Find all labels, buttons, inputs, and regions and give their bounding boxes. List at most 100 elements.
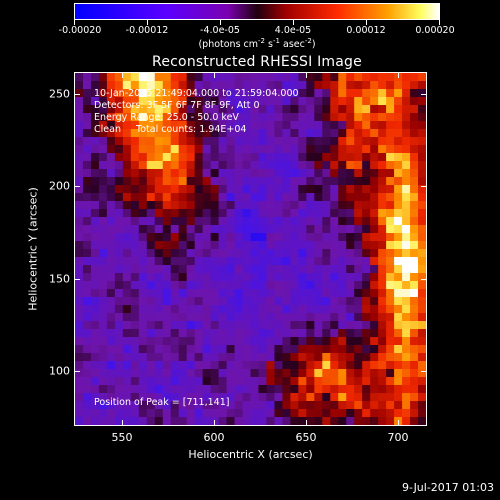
heatmap-cell: [378, 225, 387, 234]
heatmap-cell: [306, 97, 315, 106]
heatmap-cell: [114, 113, 124, 122]
heatmap-cell: [154, 97, 164, 106]
heatmap-cell: [418, 281, 426, 290]
heatmap-cell: [170, 209, 180, 218]
heatmap-cell: [402, 81, 411, 90]
heatmap-cell: [330, 169, 339, 178]
heatmap-cell: [362, 337, 371, 346]
heatmap-cell: [194, 257, 204, 266]
heatmap-cell: [394, 257, 403, 266]
heatmap-cell: [370, 297, 379, 306]
heatmap-cell: [394, 161, 403, 170]
heatmap-cell: [98, 321, 108, 330]
heatmap-cell: [410, 105, 419, 114]
heatmap-cell: [250, 273, 259, 282]
heatmap-cell: [378, 145, 387, 154]
heatmap-cell: [162, 137, 172, 146]
heatmap-cell: [410, 217, 419, 226]
heatmap-cell: [306, 257, 315, 266]
heatmap-cell: [154, 361, 164, 370]
x-tick-mark: [398, 72, 399, 78]
heatmap-cell: [418, 161, 426, 170]
heatmap-cell: [106, 313, 116, 322]
heatmap-cell: [322, 329, 331, 338]
heatmap-cell: [378, 241, 387, 250]
heatmap-cell: [162, 417, 172, 425]
heatmap-cell: [114, 121, 124, 130]
heatmap-cell: [258, 369, 267, 378]
heatmap-cell: [90, 113, 100, 122]
heatmap-cell: [354, 241, 363, 250]
heatmap-cell: [306, 353, 315, 362]
heatmap-cell: [314, 249, 323, 258]
heatmap-cell: [242, 161, 251, 170]
heatmap-cell: [354, 337, 363, 346]
heatmap-cell: [378, 337, 387, 346]
heatmap-cell: [210, 177, 220, 186]
heatmap-cell: [370, 97, 379, 106]
heatmap-cell: [290, 193, 299, 202]
heatmap-cell: [90, 353, 100, 362]
heatmap-cell: [114, 89, 124, 98]
heatmap-cell: [298, 321, 307, 330]
heatmap-cell: [322, 233, 331, 242]
heatmap-cell: [98, 281, 108, 290]
heatmap-cell: [234, 73, 244, 82]
heatmap-cell: [194, 153, 204, 162]
heatmap-cell: [234, 217, 244, 226]
heatmap-cell: [282, 233, 291, 242]
heatmap-cell: [234, 329, 244, 338]
heatmap-cell: [210, 193, 220, 202]
heatmap-cell: [258, 105, 267, 114]
heatmap-cell: [90, 193, 100, 202]
heatmap-cell: [242, 361, 251, 370]
heatmap-cell: [146, 297, 156, 306]
heatmap-cell: [322, 177, 331, 186]
heatmap-cell: [290, 257, 299, 266]
heatmap-cell: [362, 265, 371, 274]
heatmap-cell: [282, 177, 291, 186]
heatmap-cell: [258, 97, 267, 106]
heatmap-cell: [282, 313, 291, 322]
heatmap-cell: [202, 409, 212, 418]
heatmap-cell: [202, 161, 212, 170]
heatmap-cell: [250, 225, 259, 234]
heatmap-cell: [146, 353, 156, 362]
heatmap-cell: [394, 185, 403, 194]
heatmap-cell: [306, 73, 315, 82]
heatmap-cell: [362, 409, 371, 418]
heatmap-cell: [234, 89, 244, 98]
heatmap-cell: [282, 417, 291, 425]
heatmap-cell: [138, 345, 148, 354]
heatmap-cell: [202, 281, 212, 290]
heatmap-cell: [138, 97, 148, 106]
heatmap-cell: [418, 97, 426, 106]
heatmap-cell: [154, 345, 164, 354]
heatmap-cell: [218, 321, 228, 330]
heatmap-cell: [362, 321, 371, 330]
heatmap-cell: [98, 313, 108, 322]
heatmap-cell: [98, 401, 108, 410]
heatmap-cell: [202, 401, 212, 410]
heatmap-cell: [146, 169, 156, 178]
heatmap-cell: [330, 193, 339, 202]
heatmap-cell: [258, 265, 267, 274]
heatmap-cell: [346, 161, 355, 170]
heatmap-cell: [274, 137, 283, 146]
heatmap-cell: [178, 417, 188, 425]
heatmap-cell: [274, 97, 283, 106]
heatmap-cell: [194, 73, 204, 82]
heatmap-cell: [234, 409, 244, 418]
heatmap-cell: [314, 97, 323, 106]
heatmap-cell: [410, 169, 419, 178]
heatmap-cell: [322, 185, 331, 194]
heatmap-cell: [146, 241, 156, 250]
heatmap-cell: [75, 329, 84, 338]
heatmap-cell: [210, 281, 220, 290]
heatmap-cell: [306, 305, 315, 314]
heatmap-cell: [138, 73, 148, 82]
heatmap-cell: [250, 145, 259, 154]
heatmap-cell: [218, 81, 228, 90]
heatmap-cell: [266, 289, 275, 298]
heatmap-cell: [410, 161, 419, 170]
